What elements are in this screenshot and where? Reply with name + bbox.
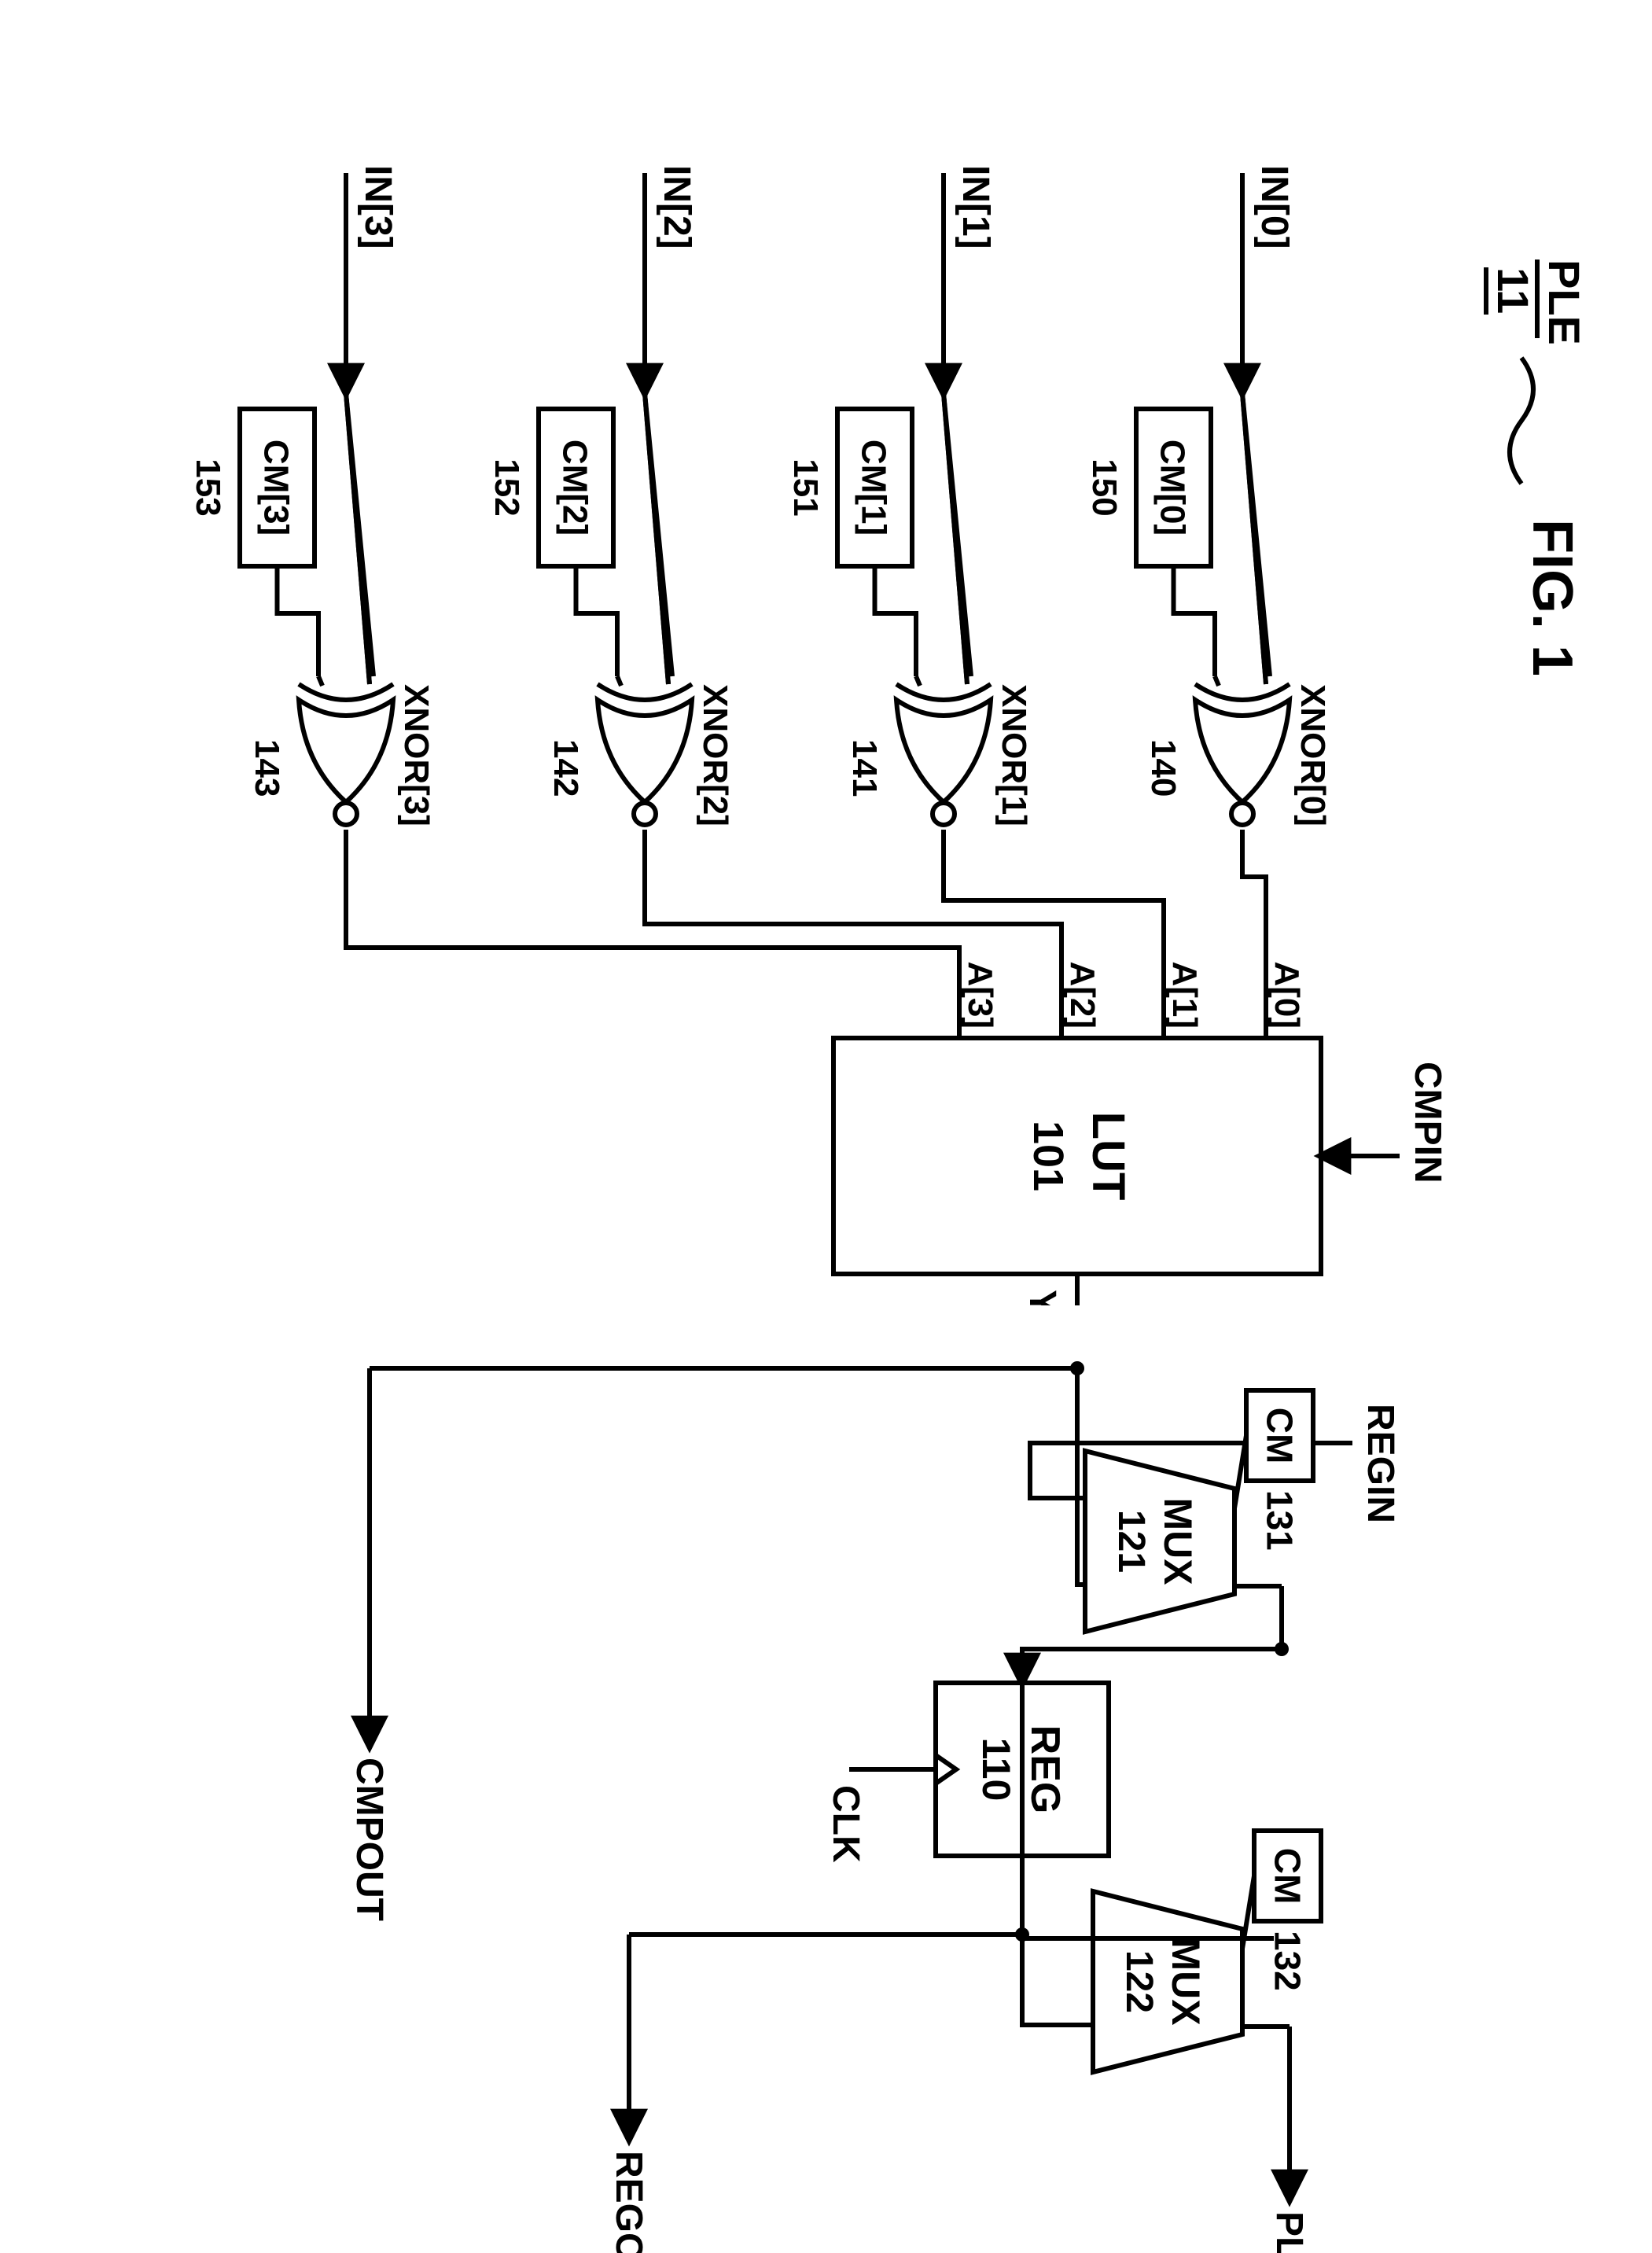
in-label-0: IN[0] [1253,165,1295,249]
xnor-ref-1: 141 [845,739,884,797]
xnor-label-0: XNOR[0] [1293,684,1332,826]
xnor-label-2: XNOR[2] [696,684,734,826]
cm-label-3: CM[3] [257,440,296,536]
wire [1242,830,1266,1038]
wire [346,830,959,1038]
mux2-label: MUX [1164,1938,1208,2025]
xnor-label-1: XNOR[1] [995,684,1033,826]
lut-box [833,1038,1321,1274]
mux1-label: MUX [1156,1497,1200,1585]
figure-rotated: PLE11 FIG. 1 IN[0] IN[1] IN[2] IN[3] CM[0] 150 C… [134,165,1589,2253]
lut-label: LUT [1083,1112,1134,1201]
xnor-gate-2 [598,684,692,825]
in-label-3: IN[3] [357,165,399,249]
mux1-ref: 121 [1110,1510,1152,1573]
pointer-squiggle [1510,358,1533,484]
cm-label-2: CM[2] [556,440,594,536]
junction-dot [1275,1642,1289,1656]
in-label-1: IN[1] [955,165,996,249]
xnor-ref-3: 143 [248,739,286,797]
cm131-label: CM [1260,1408,1301,1464]
cm-ref-1: 151 [786,458,825,516]
wire [576,566,618,676]
w [645,393,668,684]
clk-label: CLK [825,1785,866,1863]
ple-ref: 11 [1488,267,1538,314]
cm-label-0: CM[0] [1153,440,1192,536]
a-label-1: A[1] [1165,961,1204,1029]
cm132-label: CM [1268,1848,1308,1905]
wire [1215,676,1219,686]
xnor-gate-1 [896,684,991,825]
cm131-ref: 131 [1260,1490,1301,1551]
cm132-ref: 132 [1268,1931,1308,1991]
pleout-label: PLEOUT [1268,2211,1310,2253]
xnor-ref-2: 142 [546,739,585,797]
wire [875,566,917,676]
ple-label: PLE [1540,260,1589,345]
a-label-3: A[3] [961,961,999,1029]
regin-label: REGIN [1359,1404,1401,1523]
cm-ref-0: 150 [1085,458,1124,516]
xnor-label-3: XNOR[3] [397,684,436,826]
mux2-ref: 122 [1118,1950,1160,2013]
wire [617,676,621,686]
cm-ref-2: 152 [488,458,526,516]
in-label-2: IN[2] [656,165,697,249]
xnor-ref-0: 140 [1144,739,1183,797]
erase [134,1305,1392,2249]
fig-caption: FIG. 1 [1521,519,1584,676]
xnor-gate-0 [1195,684,1290,825]
cm-ref-3: 153 [189,458,227,516]
wire [1174,566,1216,676]
a-label-2: A[2] [1063,961,1102,1029]
regout-label: REGOUT [608,2151,649,2253]
w [1242,393,1266,684]
reg-ref: 110 [974,1738,1018,1802]
wire [318,676,322,686]
wire [278,566,319,676]
cm-label-1: CM[1] [855,440,893,536]
lut-ref: 101 [1025,1121,1072,1191]
cmpin-label: CMPIN [1407,1062,1448,1184]
a-label-0: A[0] [1268,961,1306,1029]
xnor-gate-3 [299,684,393,825]
w [346,393,370,684]
reg-label: REG [1022,1725,1068,1814]
wire [916,676,920,686]
w [944,393,967,684]
cmpout-label2: CMPOUT [348,1758,390,1921]
